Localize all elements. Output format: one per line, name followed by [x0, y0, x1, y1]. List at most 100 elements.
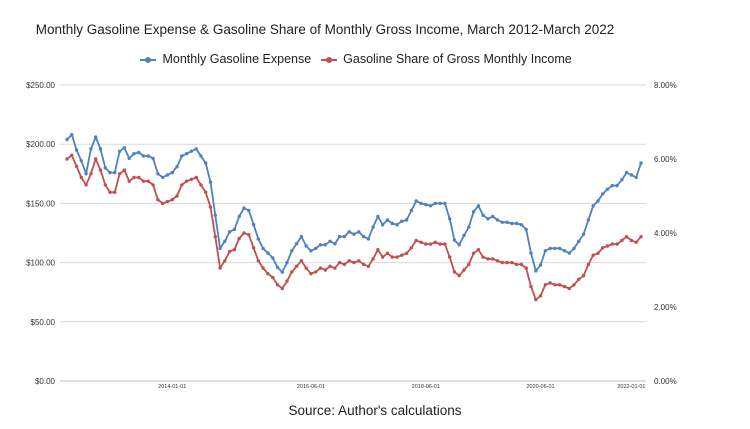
data-point-0 — [333, 242, 337, 246]
legend-item-expense: Monthly Gasoline Expense — [140, 52, 311, 66]
data-point-1 — [443, 242, 447, 246]
data-point-0 — [428, 204, 433, 208]
data-point-0 — [256, 237, 260, 241]
data-point-0 — [548, 246, 552, 251]
data-point-0 — [103, 166, 108, 170]
data-point-0 — [161, 175, 165, 180]
data-point-0 — [491, 214, 495, 219]
data-point-0 — [467, 225, 471, 229]
data-point-0 — [481, 213, 485, 217]
y-right-tick-label: 2.00% — [654, 303, 677, 312]
x-tick-label: 2020-06-01 — [526, 384, 554, 390]
data-point-1 — [361, 262, 366, 267]
data-point-0 — [175, 165, 179, 169]
data-point-1 — [395, 255, 399, 259]
data-point-1 — [199, 183, 203, 187]
data-point-0 — [620, 178, 624, 182]
data-point-1 — [337, 260, 342, 265]
data-point-0 — [237, 214, 241, 219]
data-point-0 — [199, 154, 203, 158]
data-point-1 — [103, 183, 108, 187]
data-point-1 — [562, 284, 567, 289]
data-point-1 — [108, 190, 112, 194]
data-point-1 — [567, 286, 571, 291]
data-point-1 — [476, 248, 481, 252]
data-point-1 — [323, 268, 327, 272]
data-point-1 — [529, 284, 533, 289]
data-point-1 — [424, 242, 428, 246]
data-point-0 — [534, 269, 538, 273]
data-point-0 — [452, 238, 457, 242]
data-point-0 — [208, 180, 213, 184]
data-point-0 — [404, 218, 409, 222]
data-point-0 — [194, 147, 198, 151]
data-point-0 — [471, 210, 476, 214]
data-point-0 — [443, 201, 447, 206]
data-point-0 — [591, 204, 595, 208]
data-point-1 — [634, 240, 638, 244]
data-point-1 — [596, 251, 600, 255]
data-point-1 — [189, 177, 194, 181]
data-point-0 — [180, 154, 184, 158]
y-right-tick-label: 6.00% — [654, 155, 677, 164]
data-point-1 — [376, 248, 380, 252]
data-point-0 — [476, 204, 481, 208]
data-point-1 — [65, 157, 69, 161]
data-point-0 — [280, 270, 284, 274]
y-left-tick-label: $50.00 — [31, 318, 56, 327]
data-point-0 — [323, 243, 327, 247]
data-point-1 — [318, 266, 323, 270]
data-point-1 — [170, 198, 174, 202]
data-point-1 — [591, 253, 595, 257]
data-point-1 — [385, 251, 390, 255]
data-point-1 — [491, 257, 495, 261]
y-right-tick-label: 0.00% — [654, 377, 677, 386]
data-point-1 — [146, 179, 150, 183]
data-point-1 — [381, 255, 385, 259]
data-point-0 — [184, 152, 189, 156]
y-left-tick-label: $150.00 — [26, 199, 55, 208]
data-point-1 — [333, 266, 337, 270]
data-point-0 — [84, 172, 88, 176]
series-line-1 — [66, 154, 642, 301]
data-point-0 — [558, 246, 562, 251]
data-point-1 — [180, 183, 184, 187]
y-right-tick-label: 8.00% — [654, 81, 677, 90]
data-point-1 — [151, 183, 155, 187]
data-point-0 — [385, 218, 390, 222]
data-point-0 — [141, 154, 146, 158]
data-point-0 — [567, 251, 571, 255]
data-point-0 — [165, 173, 170, 177]
data-point-1 — [433, 240, 437, 244]
data-point-1 — [256, 259, 260, 263]
legend-marker-expense — [140, 56, 156, 63]
data-point-1 — [572, 283, 576, 287]
data-point-1 — [113, 190, 117, 194]
data-point-0 — [457, 243, 461, 247]
data-point-1 — [266, 272, 270, 276]
data-point-1 — [161, 201, 165, 206]
data-point-1 — [156, 198, 160, 202]
data-point-0 — [524, 227, 528, 232]
legend-label-share: Gasoline Share of Gross Monthly Income — [343, 52, 572, 66]
data-point-0 — [266, 251, 270, 255]
data-point-0 — [189, 149, 194, 153]
data-point-1 — [89, 172, 93, 176]
data-point-1 — [519, 262, 524, 267]
data-point-1 — [409, 246, 414, 250]
data-point-0 — [495, 218, 500, 222]
data-point-1 — [280, 286, 284, 291]
data-point-0 — [285, 260, 289, 265]
data-point-1 — [601, 246, 605, 250]
data-point-1 — [371, 257, 375, 261]
data-point-1 — [357, 259, 361, 263]
data-point-0 — [601, 192, 605, 196]
data-point-1 — [98, 168, 103, 172]
data-point-1 — [481, 255, 485, 259]
data-point-1 — [285, 279, 289, 283]
data-point-0 — [624, 170, 629, 175]
data-point-1 — [610, 242, 614, 246]
data-point-0 — [433, 201, 437, 206]
data-point-0 — [510, 221, 514, 226]
